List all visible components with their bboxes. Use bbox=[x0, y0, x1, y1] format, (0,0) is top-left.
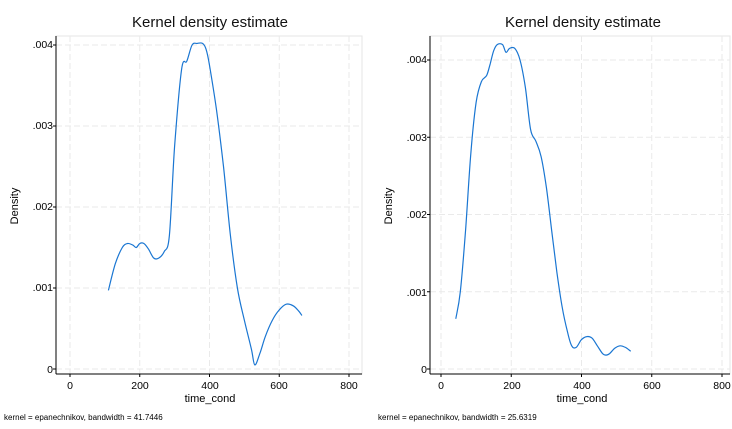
right-density-line bbox=[455, 43, 632, 356]
left-xtick-400: 400 bbox=[201, 380, 219, 392]
left-x-axis: 0 200 400 600 800 time_cond bbox=[56, 373, 362, 405]
right-y-axis-label: Density bbox=[383, 187, 395, 224]
left-gridlines bbox=[53, 36, 362, 377]
left-xtick-800: 800 bbox=[340, 380, 358, 392]
left-y-axis: 0 .001 .002 .003 .004 Density bbox=[9, 36, 57, 376]
right-xtick-200: 200 bbox=[503, 380, 521, 392]
right-x-axis: 0 200 400 600 800 time_cond bbox=[430, 373, 731, 405]
left-ytick-3: .003 bbox=[33, 120, 54, 132]
right-plot-frame bbox=[429, 35, 731, 375]
right-kernel-note: kernel = epanechnikov, bandwidth = 25.63… bbox=[378, 413, 537, 422]
right-y-axis: 0 .001 .002 .003 .004 Density bbox=[383, 36, 431, 376]
right-gridlines bbox=[427, 36, 730, 377]
right-ytick-0: 0 bbox=[421, 364, 427, 376]
left-kernel-note: kernel = epanechnikov, bandwidth = 41.74… bbox=[4, 413, 163, 422]
left-y-axis-label: Density bbox=[9, 187, 21, 224]
left-density-line bbox=[107, 42, 303, 366]
right-ytick-2: .002 bbox=[407, 209, 428, 221]
right-xtick-600: 600 bbox=[643, 380, 661, 392]
right-xtick-400: 400 bbox=[573, 380, 591, 392]
right-ytick-1: .001 bbox=[407, 287, 428, 299]
left-xtick-200: 200 bbox=[131, 380, 149, 392]
right-ytick-4: .004 bbox=[407, 54, 428, 66]
left-chart-title: Kernel density estimate bbox=[132, 14, 288, 31]
left-ytick-1: .001 bbox=[33, 282, 54, 294]
left-ytick-4: .004 bbox=[33, 39, 54, 51]
right-chart-title: Kernel density estimate bbox=[505, 14, 661, 31]
left-x-axis-label: time_cond bbox=[185, 393, 236, 405]
left-ytick-0: 0 bbox=[47, 364, 53, 376]
right-chart: Kernel density estimate 0 .001 .002 .003… bbox=[378, 14, 731, 422]
left-xtick-600: 600 bbox=[270, 380, 288, 392]
left-ytick-2: .002 bbox=[33, 201, 54, 213]
right-ytick-3: .003 bbox=[407, 132, 428, 144]
left-chart: Kernel density estimate 0 .001 .002 .003… bbox=[4, 14, 363, 422]
left-xtick-0: 0 bbox=[67, 380, 73, 392]
right-x-axis-label: time_cond bbox=[557, 393, 608, 405]
right-xtick-0: 0 bbox=[438, 380, 444, 392]
right-xtick-800: 800 bbox=[713, 380, 731, 392]
